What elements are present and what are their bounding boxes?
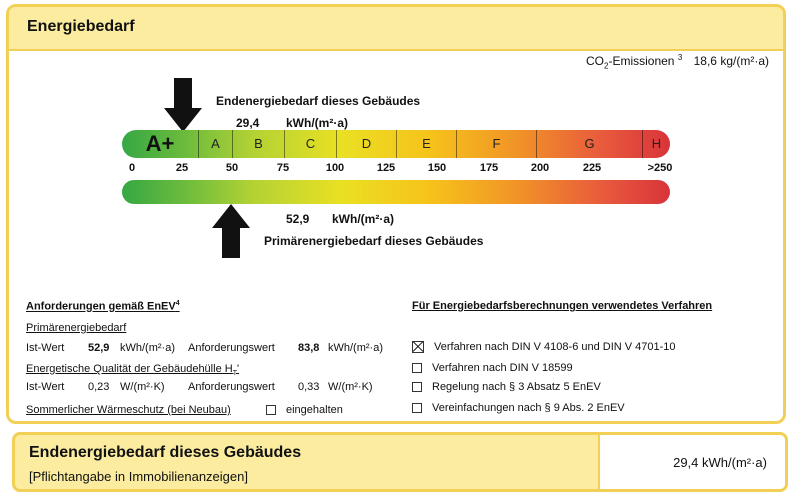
quality-ist-label: Ist-Wert <box>26 381 65 393</box>
class-label: B <box>232 130 284 158</box>
requirements-heading-text: Anforderungen gemäß EnEV <box>26 300 176 313</box>
end-energy-arrow-icon <box>164 78 202 132</box>
quality-anf-label: Anforderungswert <box>188 381 275 393</box>
end-energy-value: 29,4 <box>236 116 260 130</box>
class-label: C <box>284 130 336 158</box>
scale-tick: 25 <box>175 162 189 174</box>
footer-value-box: 29,4 kWh/(m²·a) <box>598 435 785 489</box>
co2-value: 18,6 <box>693 54 717 68</box>
footer-value: 29,4 kWh/(m²·a) <box>673 455 767 470</box>
primary-energy-unit: kWh/(m²·a) <box>332 212 394 226</box>
method-label: Regelung nach § 3 Absatz 5 EnEV <box>432 381 601 393</box>
quality-title: Energetische Qualität der Gebäudehülle H… <box>26 363 239 377</box>
footer-subtitle: [Pflichtangabe in Immobilienanzeigen] <box>29 469 248 484</box>
scale-tick: 175 <box>479 162 499 174</box>
scale-tick: 50 <box>225 162 239 174</box>
quality-ist-value: 0,23 <box>88 381 110 393</box>
methods-heading: Für Energiebedarfsberechnungen verwendet… <box>412 300 713 312</box>
method-item: Verfahren nach DIN V 4108-6 und DIN V 47… <box>412 341 676 354</box>
scale-tick: >250 <box>647 162 673 174</box>
quality-unit: W/(m²·K) <box>120 381 165 393</box>
co2-label-prefix: CO <box>586 54 604 68</box>
ist-label: Ist-Wert <box>26 342 65 354</box>
primary-energy-value: 52,9 <box>286 212 310 226</box>
method-checkbox[interactable] <box>412 403 422 414</box>
quality-title-sub: T <box>232 370 237 378</box>
class-label: F <box>456 130 536 158</box>
energy-scale-bar: A+ A B C D E F G H <box>122 130 670 158</box>
energy-scale-bar-lower <box>122 180 670 204</box>
scale-tick: 200 <box>530 162 550 174</box>
end-energy-unit: kWh/(m²·a) <box>286 116 348 130</box>
primary-energy-title: Primärenergiebedarf <box>26 322 127 334</box>
quality-anf-value: 0,33 <box>298 381 320 393</box>
class-label: H <box>642 130 670 158</box>
co2-label-sub: 2 <box>604 61 609 71</box>
method-checkbox[interactable] <box>412 382 422 393</box>
method-item: Verfahren nach DIN V 18599 <box>412 362 573 374</box>
summer-protection-label: Sommerlicher Wärmeschutz (bei Neubau) <box>26 404 231 416</box>
panel-header: Energiebedarf <box>9 7 783 51</box>
scale-tick: 125 <box>376 162 396 174</box>
quality-title-text: Energetische Qualität der Gebäudehülle H <box>26 363 233 375</box>
scale-tick: 150 <box>427 162 447 174</box>
primary-ist-value: 52,9 <box>88 342 110 354</box>
footer-summary: Endenergiebedarf dieses Gebäudes [Pflich… <box>12 432 788 492</box>
co2-label-rest: -Emissionen <box>608 54 675 68</box>
panel-title: Energiebedarf <box>27 18 135 35</box>
primary-energy-arrow-icon <box>212 204 250 258</box>
scale-tick: 100 <box>325 162 345 174</box>
class-label: D <box>336 130 396 158</box>
primary-energy-label: Primärenergiebedarf dieses Gebäudes <box>264 234 484 248</box>
requirements-footnote: 4 <box>175 300 180 307</box>
method-label: Verfahren nach DIN V 4108-6 und DIN V 47… <box>434 341 676 353</box>
method-label: Verfahren nach DIN V 18599 <box>432 362 573 374</box>
end-energy-label: Endenergiebedarf dieses Gebäudes <box>216 94 421 108</box>
scale-tick: 0 <box>128 162 136 174</box>
class-label: E <box>396 130 456 158</box>
co2-footnote: 3 <box>677 53 683 62</box>
primary-unit: kWh/(m²·a) <box>120 342 175 354</box>
summer-check-label: eingehalten <box>286 404 343 416</box>
class-label: A <box>198 130 232 158</box>
class-label: A+ <box>145 131 175 156</box>
method-checkbox-checked[interactable] <box>412 341 424 354</box>
co2-unit: kg/(m²·a) <box>720 54 769 68</box>
primary-anf-value: 83,8 <box>298 342 320 354</box>
summer-protection-check: eingehalten <box>266 404 343 416</box>
co2-emissions: CO2-Emissionen 3 18,6 kg/(m²·a) <box>586 53 769 70</box>
summer-checkbox[interactable] <box>266 405 276 416</box>
method-item: Vereinfachungen nach § 9 Abs. 2 EnEV <box>412 402 625 414</box>
scale-tick: 75 <box>276 162 290 174</box>
scale-tick: 225 <box>582 162 602 174</box>
quality-anf-unit: W/(m²·K) <box>328 381 373 393</box>
method-item: Regelung nach § 3 Absatz 5 EnEV <box>412 381 601 393</box>
method-label: Vereinfachungen nach § 9 Abs. 2 EnEV <box>432 402 625 414</box>
footer-title: Endenergiebedarf dieses Gebäudes <box>29 444 302 461</box>
primary-anf-unit: kWh/(m²·a) <box>328 342 383 354</box>
quality-title-suffix: ' <box>236 363 240 375</box>
energy-demand-panel: Energiebedarf CO2-Emissionen 3 18,6 kg/(… <box>6 4 786 424</box>
class-label: G <box>536 130 642 158</box>
requirements-heading: Anforderungen gemäß EnEV4 <box>26 300 180 313</box>
method-checkbox[interactable] <box>412 363 422 374</box>
anf-label: Anforderungswert <box>188 342 275 354</box>
